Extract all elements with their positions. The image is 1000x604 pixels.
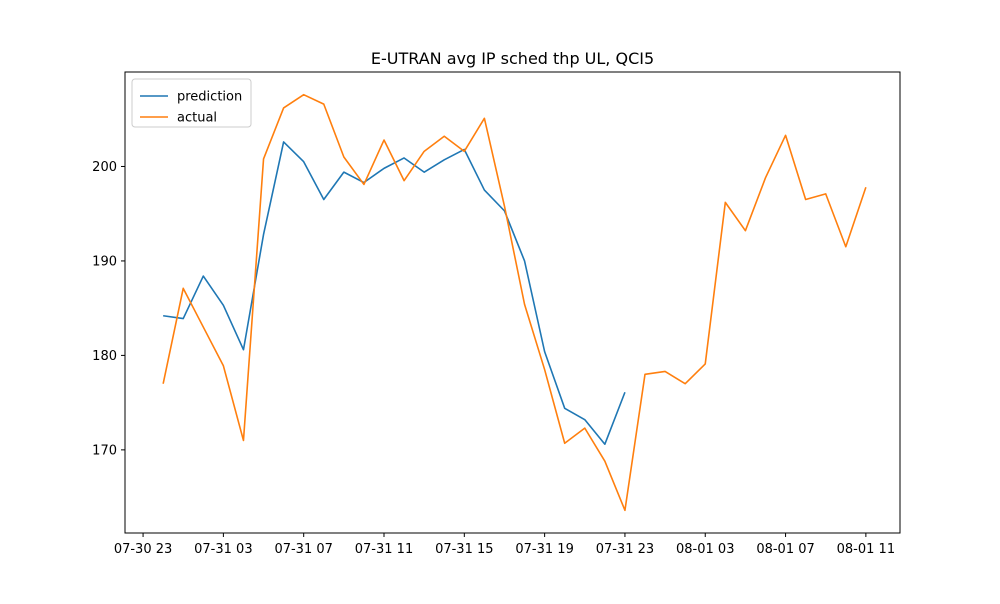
x-tick-label: 08-01 07 [756, 542, 814, 557]
series-line-actual [162, 93, 867, 512]
x-tick-label: 07-31 03 [194, 542, 252, 557]
x-tick-label: 08-01 03 [676, 542, 734, 557]
y-tick-label: 170 [92, 443, 117, 458]
y-axis: 170 180 190 200 [92, 160, 125, 458]
x-tick-label: 07-31 15 [435, 542, 493, 557]
chart-title: E-UTRAN avg IP sched thp UL, QCI5 [371, 49, 654, 68]
series-line-prediction [163, 141, 626, 446]
plot-area-frame [124, 71, 901, 534]
y-tick-label: 180 [92, 349, 117, 364]
legend-box [131, 78, 252, 128]
y-tick-label: 190 [92, 254, 117, 269]
x-axis: 07-30 23 07-31 03 07-31 07 07-31 11 07-31 15… [114, 533, 895, 557]
series-layer [162, 93, 867, 512]
x-tick-label: 07-31 23 [596, 542, 654, 557]
x-tick-label: 08-01 11 [837, 542, 895, 557]
y-tick-label: 200 [92, 160, 117, 175]
legend-label-actual: actual [177, 111, 217, 126]
x-tick-label: 07-31 19 [515, 542, 573, 557]
x-tick-label: 07-31 11 [355, 542, 413, 557]
legend: prediction actual [131, 78, 252, 128]
x-tick-label: 07-30 23 [114, 542, 172, 557]
legend-label-prediction: prediction [177, 90, 242, 105]
x-tick-label: 07-31 07 [274, 542, 332, 557]
